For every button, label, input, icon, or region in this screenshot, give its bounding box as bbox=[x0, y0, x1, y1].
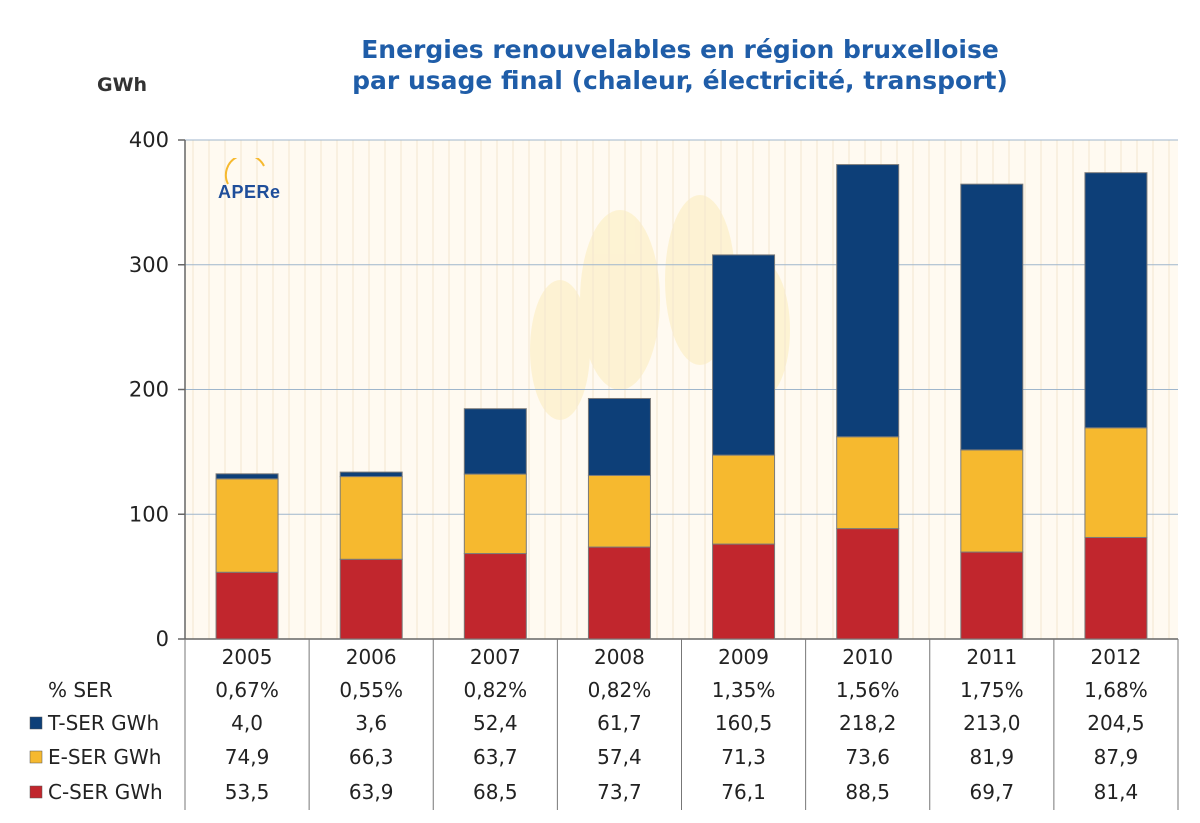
value-E-2007: 63,7 bbox=[473, 745, 518, 769]
y-tick-label-0: 0 bbox=[156, 627, 169, 651]
row-label-ser: % SER bbox=[48, 678, 113, 702]
y-tick-label-400: 400 bbox=[129, 128, 169, 152]
value-C-2011: 69,7 bbox=[970, 780, 1015, 804]
chart-title: Energies renouvelables en région bruxell… bbox=[180, 34, 1180, 96]
value-T-2010: 218,2 bbox=[839, 711, 896, 735]
bar-C-2007 bbox=[463, 553, 527, 640]
category-label-2012: 2012 bbox=[1090, 645, 1141, 669]
bar-C-2006 bbox=[339, 558, 403, 640]
category-label-2007: 2007 bbox=[470, 645, 521, 669]
value-C-2005: 53,5 bbox=[225, 780, 270, 804]
value-C-2008: 73,7 bbox=[597, 780, 642, 804]
category-label-2008: 2008 bbox=[594, 645, 645, 669]
logo-swoosh-icon bbox=[224, 158, 265, 185]
y-axis-unit-label: GWh bbox=[97, 74, 148, 96]
ser-value-2012: 1,68% bbox=[1084, 678, 1148, 702]
bar-C-2008 bbox=[587, 546, 651, 640]
ser-value-2010: 1,56% bbox=[836, 678, 900, 702]
value-T-2005: 4,0 bbox=[231, 711, 263, 735]
value-E-2006: 66,3 bbox=[349, 745, 394, 769]
bar-T-2006 bbox=[339, 471, 403, 478]
category-label-2011: 2011 bbox=[966, 645, 1017, 669]
row-label-C: C-SER GWh bbox=[48, 780, 163, 804]
value-T-2006: 3,6 bbox=[355, 711, 387, 735]
bar-T-2009 bbox=[712, 254, 776, 456]
ser-value-2005: 0,67% bbox=[215, 678, 279, 702]
value-T-2008: 61,7 bbox=[597, 711, 642, 735]
value-T-2012: 204,5 bbox=[1087, 711, 1144, 735]
value-E-2011: 81,9 bbox=[970, 745, 1015, 769]
ser-value-2008: 0,82% bbox=[588, 678, 652, 702]
bar-C-2005 bbox=[215, 571, 279, 640]
bar-E-2007 bbox=[463, 473, 527, 555]
value-C-2007: 68,5 bbox=[473, 780, 518, 804]
bar-C-2011 bbox=[960, 551, 1024, 640]
chart-title-line-1: Energies renouvelables en région bruxell… bbox=[361, 35, 999, 64]
value-E-2005: 74,9 bbox=[225, 745, 270, 769]
row-label-T: T-SER GWh bbox=[47, 711, 159, 735]
value-E-2008: 57,4 bbox=[597, 745, 642, 769]
value-E-2012: 87,9 bbox=[1094, 745, 1139, 769]
value-C-2009: 76,1 bbox=[721, 780, 766, 804]
logo-text: APERe bbox=[218, 182, 281, 202]
chart-title-line-2: par usage final (chaleur, électricité, t… bbox=[352, 66, 1008, 95]
y-tick-label-300: 300 bbox=[129, 253, 169, 277]
category-label-2009: 2009 bbox=[718, 645, 769, 669]
bar-C-2010 bbox=[836, 528, 900, 640]
bar-T-2011 bbox=[960, 183, 1024, 451]
bar-C-2012 bbox=[1084, 536, 1148, 640]
y-tick-label-200: 200 bbox=[129, 378, 169, 402]
value-E-2010: 73,6 bbox=[845, 745, 890, 769]
bar-C-2009 bbox=[712, 543, 776, 640]
bar-E-2011 bbox=[960, 449, 1024, 553]
bar-E-2009 bbox=[712, 454, 776, 545]
value-C-2006: 63,9 bbox=[349, 780, 394, 804]
bar-E-2006 bbox=[339, 476, 403, 560]
ser-value-2011: 1,75% bbox=[960, 678, 1024, 702]
value-T-2007: 52,4 bbox=[473, 711, 518, 735]
legend-swatch-T bbox=[29, 716, 43, 730]
ser-value-2007: 0,82% bbox=[464, 678, 528, 702]
value-C-2010: 88,5 bbox=[845, 780, 890, 804]
value-C-2012: 81,4 bbox=[1094, 780, 1139, 804]
bar-T-2007 bbox=[463, 408, 527, 475]
legend-swatch-E bbox=[29, 750, 43, 764]
bar-T-2005 bbox=[215, 473, 279, 480]
bar-E-2008 bbox=[587, 474, 651, 548]
bar-E-2012 bbox=[1084, 427, 1148, 538]
bar-T-2008 bbox=[587, 397, 651, 476]
category-label-2010: 2010 bbox=[842, 645, 893, 669]
value-T-2011: 213,0 bbox=[963, 711, 1020, 735]
bar-T-2012 bbox=[1084, 172, 1148, 429]
apere-logo: APERe bbox=[214, 158, 294, 208]
value-E-2009: 71,3 bbox=[721, 745, 766, 769]
category-label-2006: 2006 bbox=[346, 645, 397, 669]
bar-T-2010 bbox=[836, 164, 900, 438]
bar-E-2005 bbox=[215, 478, 279, 573]
category-label-2005: 2005 bbox=[222, 645, 273, 669]
ser-value-2009: 1,35% bbox=[712, 678, 776, 702]
legend-swatch-C bbox=[29, 785, 43, 799]
ser-value-2006: 0,55% bbox=[339, 678, 403, 702]
value-T-2009: 160,5 bbox=[715, 711, 772, 735]
row-label-E: E-SER GWh bbox=[48, 745, 161, 769]
bar-E-2010 bbox=[836, 436, 900, 530]
y-tick-label-100: 100 bbox=[129, 502, 169, 526]
